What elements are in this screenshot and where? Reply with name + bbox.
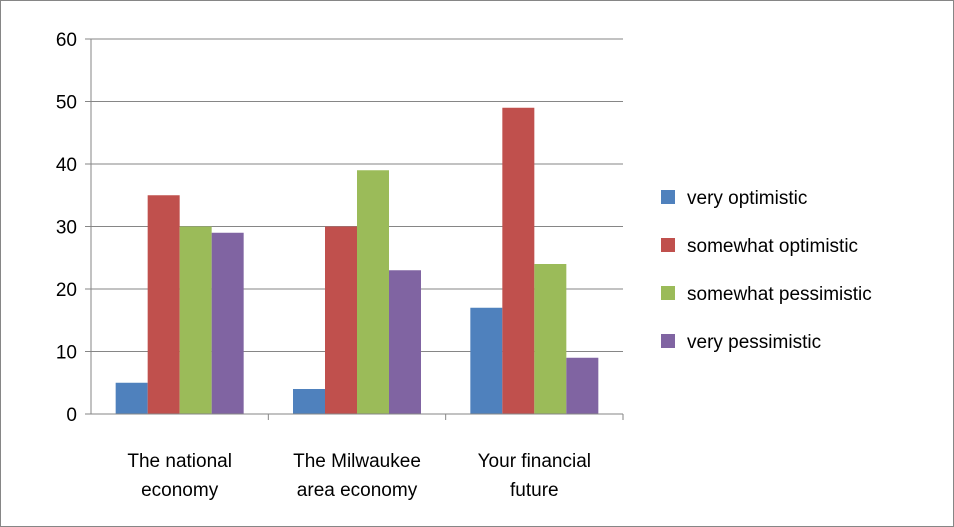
bar-very-pessimistic-2 (566, 357, 599, 414)
bar-very-optimistic-0 (115, 382, 148, 414)
x-category-label: The national (127, 451, 232, 472)
y-tick-label: 40 (56, 155, 77, 176)
bar-very-pessimistic-0 (211, 232, 244, 414)
y-tick-label: 50 (56, 93, 77, 114)
legend-label: very optimistic (687, 188, 807, 209)
bar-very-optimistic-1 (293, 389, 325, 414)
y-tick-label: 30 (56, 218, 77, 239)
bar-somewhat-pessimistic-0 (179, 226, 212, 414)
y-tick-label: 60 (56, 30, 77, 51)
legend-swatch (661, 190, 675, 204)
legend-label: very pessimistic (687, 332, 821, 353)
bar-somewhat-pessimistic-2 (534, 264, 567, 414)
x-category-label: The Milwaukee (293, 451, 421, 472)
y-tick-label: 10 (56, 343, 77, 364)
bar-somewhat-optimistic-0 (147, 195, 180, 414)
x-category-label: area economy (297, 480, 418, 501)
bar-very-pessimistic-1 (389, 270, 421, 414)
axes (85, 38, 624, 420)
bar-somewhat-optimistic-1 (325, 226, 357, 414)
legend-swatch (661, 238, 675, 252)
x-category-labels: The national economy The Milwaukee area eco… (127, 451, 591, 501)
bar-somewhat-pessimistic-1 (357, 170, 389, 414)
y-tick-label: 20 (56, 280, 77, 301)
legend: very optimistic somewhat optimistic somewh… (661, 188, 872, 353)
legend-label: somewhat optimistic (687, 236, 858, 257)
x-category-label: economy (141, 480, 219, 501)
bars (115, 107, 599, 414)
legend-label: somewhat pessimistic (687, 284, 872, 305)
x-category-label: future (510, 480, 559, 501)
bar-somewhat-optimistic-2 (502, 107, 535, 414)
y-tick-labels: 0 10 20 30 40 50 60 (56, 30, 77, 426)
legend-swatch (661, 334, 675, 348)
y-tick-label: 0 (66, 405, 77, 426)
bar-very-optimistic-2 (470, 307, 503, 414)
x-category-label: Your financial (478, 451, 591, 472)
legend-swatch (661, 286, 675, 300)
